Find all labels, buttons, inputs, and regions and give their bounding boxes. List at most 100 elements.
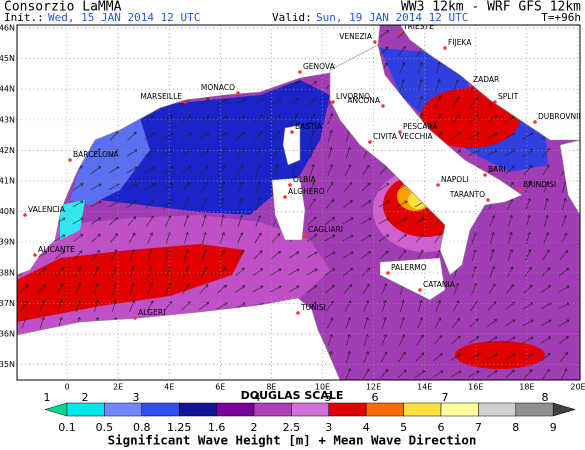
level-label: 0.1: [58, 421, 76, 434]
arrow: [201, 249, 207, 261]
arrow: [324, 234, 336, 242]
arrow: [145, 114, 155, 124]
arrow: [558, 302, 570, 310]
city-dot: [288, 183, 292, 187]
arrow: [310, 147, 315, 159]
arrow: [436, 62, 441, 74]
arrow: [328, 147, 333, 159]
arrow: [504, 336, 516, 344]
arrow: [505, 284, 515, 294]
init-label: Init.:: [4, 11, 44, 24]
arrow: [560, 352, 569, 362]
city-label: ALGERI: [138, 308, 165, 317]
city-label: ANCONA: [347, 96, 380, 105]
city-dot: [533, 120, 537, 124]
city-label: BASTIA: [295, 122, 323, 131]
arrow: [540, 319, 552, 327]
arrow: [417, 62, 423, 74]
arrow: [326, 181, 334, 193]
arrow: [522, 353, 534, 361]
arrow: [72, 234, 84, 242]
arrow: [344, 164, 352, 176]
arrow: [418, 79, 423, 91]
arrow: [325, 284, 335, 294]
arrow: [162, 166, 174, 174]
arrow: [288, 268, 300, 276]
arrow: [325, 217, 336, 225]
douglas-label: 8: [542, 391, 549, 404]
city-dot: [183, 100, 187, 104]
city-label: OLBIA: [293, 175, 316, 184]
colorbar-segment: [141, 402, 180, 417]
arrow: [306, 251, 318, 259]
arrow: [216, 132, 228, 140]
city-label: GENOVA: [303, 62, 336, 71]
arrow: [307, 97, 317, 107]
arrow: [487, 301, 497, 311]
arrow: [489, 266, 495, 278]
city-dot: [398, 130, 402, 134]
colorbar-segment: [291, 402, 330, 417]
arrow: [235, 148, 245, 158]
arrow: [360, 217, 372, 225]
arrow: [183, 266, 189, 278]
arrow: [505, 165, 515, 175]
city-label: TRIESTE: [402, 22, 434, 31]
arrow: [453, 283, 459, 295]
city-label: CATANIA: [423, 280, 456, 289]
lat-label: 42N: [0, 146, 15, 155]
arrow: [415, 352, 425, 362]
arrow: [399, 62, 406, 74]
arrow: [19, 284, 29, 294]
arrow: [126, 183, 138, 191]
arrow: [524, 266, 532, 278]
city-dot: [398, 30, 402, 34]
arrow: [110, 249, 118, 261]
lon-label: 4E: [164, 383, 174, 392]
arrow: [254, 232, 262, 244]
arrow: [129, 249, 135, 261]
city-label: BARI: [488, 165, 506, 174]
arrow: [183, 249, 189, 261]
arrow: [508, 232, 513, 244]
city-dot: [331, 100, 335, 104]
arrow: [180, 115, 192, 123]
arrow: [127, 216, 137, 226]
arrow: [253, 115, 264, 123]
city-label: DUBROVNIK: [538, 112, 584, 121]
city-dot: [283, 195, 287, 199]
arrow: [523, 284, 533, 294]
arrow: [342, 234, 354, 242]
arrow: [381, 283, 388, 295]
city-label: MARSEILLE: [140, 92, 182, 101]
arrow: [237, 215, 243, 227]
arrow: [417, 96, 423, 108]
arrow: [253, 250, 263, 260]
arrow: [525, 198, 531, 210]
arrow: [308, 198, 316, 210]
arrow: [434, 113, 442, 125]
arrow: [360, 234, 372, 242]
arrow: [108, 183, 120, 191]
lon-label: 18E: [519, 383, 534, 392]
arrow: [216, 115, 228, 123]
colorbar-segment: [178, 402, 217, 417]
arrow: [559, 250, 569, 260]
city-dot: [373, 40, 377, 44]
city-dot: [518, 188, 522, 192]
arrow: [292, 164, 297, 176]
arrow: [560, 232, 568, 244]
arrow: [523, 165, 533, 175]
arrow: [361, 267, 371, 277]
douglas-label: 6: [372, 391, 379, 404]
arrow: [363, 300, 369, 312]
arrow: [199, 284, 209, 294]
arrow: [126, 149, 138, 157]
arrow: [92, 249, 100, 261]
arrow: [94, 300, 99, 312]
arrow: [130, 266, 135, 278]
arrow: [181, 182, 191, 192]
arrow: [184, 232, 189, 244]
arrow: [201, 198, 207, 210]
arrow: [486, 370, 498, 378]
